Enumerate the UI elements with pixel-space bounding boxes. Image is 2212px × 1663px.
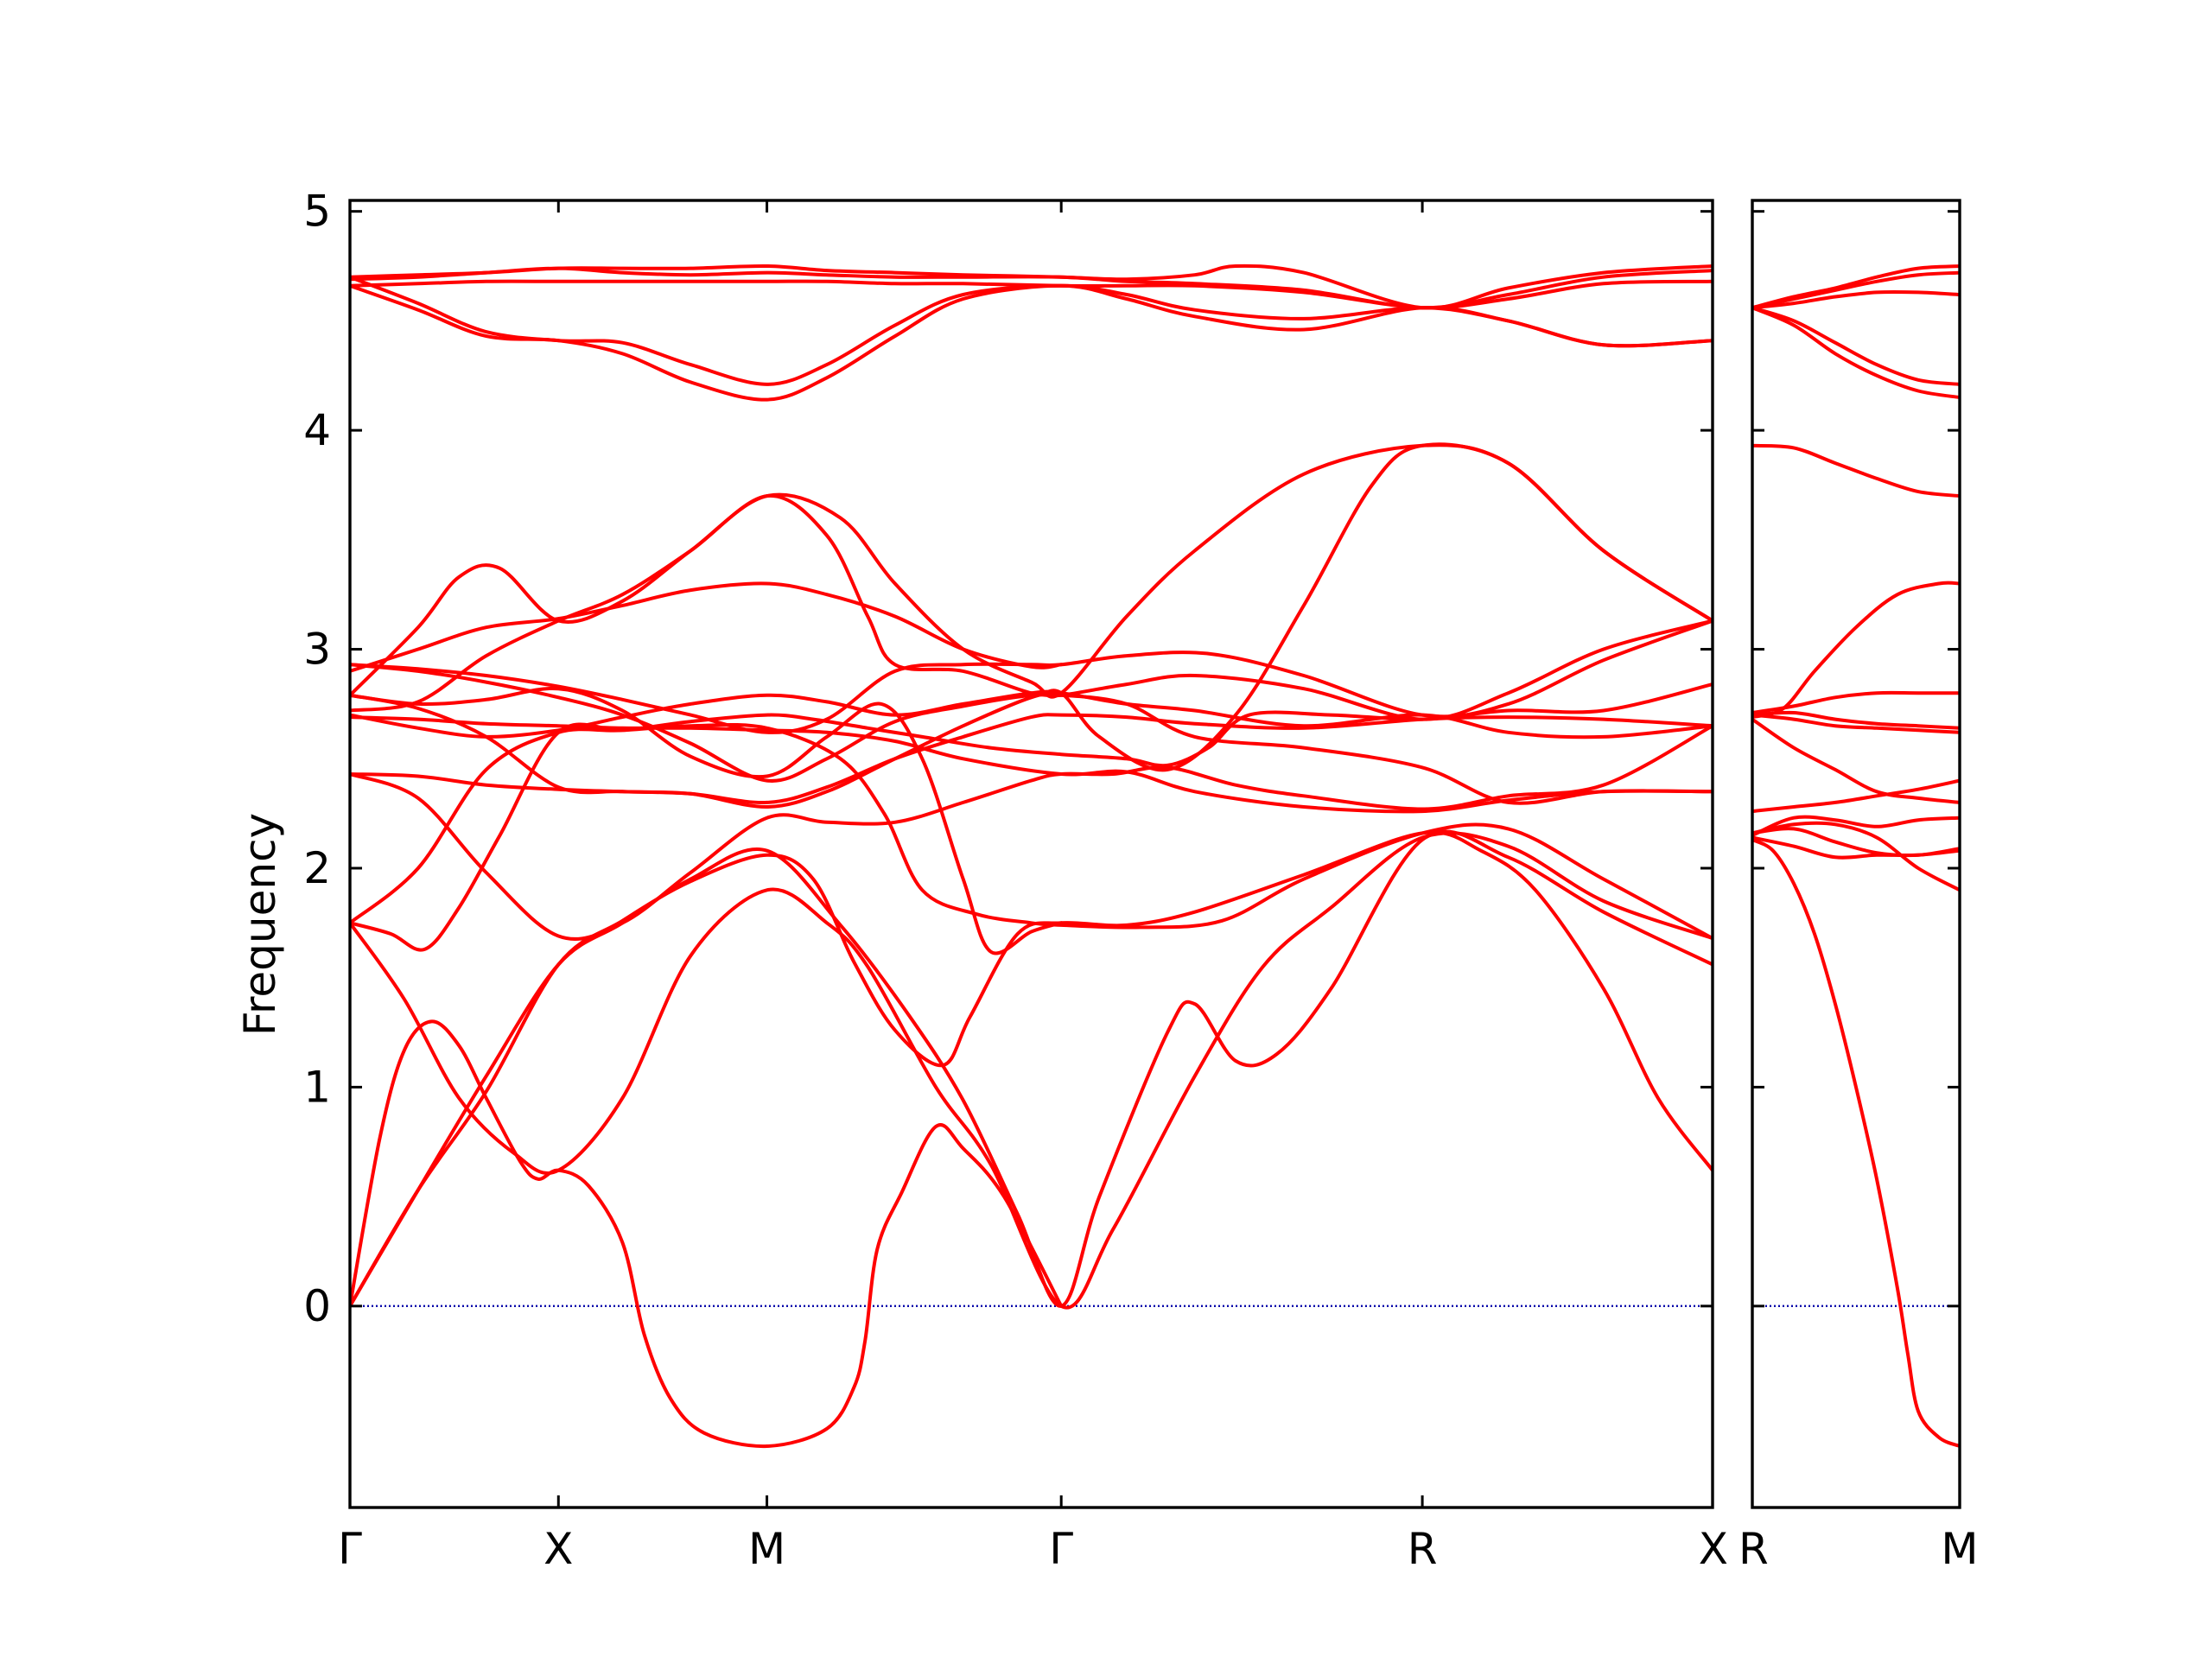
band-line-5	[350, 722, 1713, 952]
x-tick-label: X	[543, 1524, 573, 1574]
band-line-11	[1752, 581, 1960, 720]
band-line-10	[1752, 690, 1960, 714]
band-line-14	[350, 619, 1713, 734]
band-line-12	[350, 686, 1064, 955]
band-line-5	[1752, 815, 1960, 837]
y-tick-label: 0	[303, 1281, 331, 1331]
band-line-11	[350, 692, 1713, 809]
band-line-16	[350, 442, 1713, 772]
band-line-7	[1752, 717, 1960, 804]
x-tick-label: R	[1738, 1524, 1769, 1574]
band-line-3	[1752, 827, 1960, 858]
axes-frame	[1751, 199, 1961, 1509]
x-tick-label: X	[1699, 1524, 1728, 1574]
band-line-9	[350, 715, 1713, 814]
band-line-10	[350, 689, 1713, 739]
band-line-4	[350, 831, 1713, 1310]
band-line-22	[350, 283, 1713, 402]
y-tick-label: 2	[303, 843, 331, 893]
y-tick-label: 3	[303, 625, 331, 675]
x-tick-label: M	[748, 1524, 785, 1574]
x-tick-label: Γ	[338, 1524, 362, 1574]
band-line-17	[350, 581, 1064, 673]
band-line-2	[350, 830, 1713, 1308]
axes-frame	[348, 199, 1714, 1509]
band-line-3	[350, 829, 1713, 1308]
y-tick-label: 1	[303, 1062, 331, 1112]
band-line-17	[1752, 264, 1960, 310]
band-line-15	[1752, 289, 1960, 310]
x-tick-label: Γ	[1049, 1524, 1073, 1574]
band-line-12	[1752, 443, 1960, 498]
band-line-8	[1752, 713, 1960, 734]
band-line-1	[350, 1019, 1064, 1449]
y-axis-label: Frequency	[235, 813, 285, 1036]
band-line-13	[350, 619, 1713, 783]
band-line-13	[1752, 306, 1960, 400]
band-group	[350, 263, 1713, 1449]
x-tick-label: R	[1408, 1524, 1438, 1574]
band-line-4	[1752, 821, 1960, 892]
band-line-1	[1752, 838, 1960, 1448]
band-line-6	[1752, 778, 1960, 814]
band-line-16	[1752, 270, 1960, 310]
band-line-15	[350, 443, 1713, 699]
x-tick-label: M	[1941, 1524, 1978, 1574]
band-line-8	[350, 713, 1713, 804]
band-line-20	[350, 279, 1713, 310]
y-tick-label: 5	[303, 187, 331, 237]
band-line-14	[1752, 306, 1960, 386]
band-line-9	[1752, 710, 1960, 730]
y-tick-label: 4	[303, 405, 331, 455]
band-group	[1752, 264, 1960, 1448]
band-line-7	[350, 724, 1713, 941]
panel-main: 0 1 2 3 4 5 Γ X M Γ R X	[303, 187, 1728, 1574]
